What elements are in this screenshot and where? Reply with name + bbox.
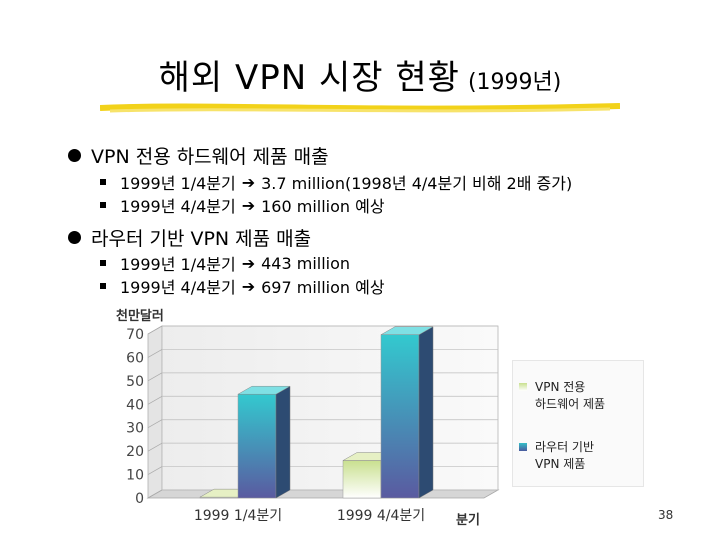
bullet-router-vpn: 라우터 기반 VPN 제품 매출 <box>68 224 311 251</box>
sub-value: 3.7 million(1998년 4/4분기 비해 2배 증가) <box>261 174 573 193</box>
legend-item-router-vpn: 라우터 기반 VPN 제품 <box>519 439 594 473</box>
sub-label: 1999년 1/4분기 <box>120 255 236 274</box>
bar-side <box>275 385 291 499</box>
gridline-side <box>147 442 163 452</box>
bar-top <box>380 326 434 335</box>
gridline-side <box>147 372 163 382</box>
y-tick-label: 10 <box>126 468 144 484</box>
y-tick-label: 60 <box>126 350 144 366</box>
bullet-text: 라우터 기반 VPN 제품 매출 <box>91 228 312 250</box>
page-number: 38 <box>658 508 674 522</box>
bullet-text: VPN 전용 하드웨어 제품 매출 <box>91 146 329 168</box>
legend-swatch <box>519 383 527 391</box>
gridline-side <box>147 349 163 358</box>
y-tick-label: 70 <box>126 327 144 343</box>
chart-back-wall <box>161 325 499 491</box>
bar-router-vpn-1 <box>237 393 277 499</box>
arrow-icon: ➔ <box>241 276 256 296</box>
arrow-icon: ➔ <box>241 172 256 192</box>
sub-bullet-square <box>100 283 106 289</box>
chart-legend: VPN 전용 하드웨어 제품 라우터 기반 VPN 제품 <box>512 360 644 487</box>
legend-label: 라우터 기반 VPN 제품 <box>535 440 595 471</box>
bar-router-vpn-2 <box>380 334 420 499</box>
y-axis-label: 천만달러 <box>116 308 164 324</box>
x-axis-label: 분기 <box>456 513 480 528</box>
sub-item: 1999년 4/4분기 ➔ 697 million 예상 <box>100 274 385 298</box>
gridline-side <box>147 395 163 405</box>
bullet-dot <box>68 231 81 244</box>
sub-bullet-square <box>100 260 106 266</box>
y-tick-label: 0 <box>135 491 144 507</box>
y-tick-label: 50 <box>126 374 144 390</box>
sub-item: 1999년 1/4분기 ➔ 443 million <box>100 251 350 275</box>
gridline-side <box>147 325 163 335</box>
sub-value: 697 million 예상 <box>261 278 385 297</box>
arrow-icon: ➔ <box>241 195 256 215</box>
slide-title: 해외 VPN 시장 현황 (1999년) <box>0 50 720 99</box>
sub-item: 1999년 1/4분기 ➔ 3.7 million(1998년 4/4분기 비해… <box>100 170 572 194</box>
sub-label: 1999년 1/4분기 <box>120 174 236 193</box>
chart-side-wall <box>147 325 163 499</box>
arrow-icon: ➔ <box>241 253 256 273</box>
bullet-dot <box>68 149 81 162</box>
x-tick-label: 1999 4/4분기 <box>337 508 425 524</box>
sub-bullet-square <box>100 202 106 208</box>
title-year: (1999년) <box>467 70 562 95</box>
title-underline <box>100 103 620 113</box>
legend-item-vpn-hardware: VPN 전용 하드웨어 제품 <box>519 379 605 413</box>
sub-value: 160 million 예상 <box>261 197 385 216</box>
sub-label: 1999년 4/4분기 <box>120 278 236 297</box>
bullet-vpn-hardware: VPN 전용 하드웨어 제품 매출 <box>68 142 329 169</box>
x-tick-label: 1999 1/4분기 <box>194 508 282 524</box>
gridline-side <box>147 466 163 475</box>
title-text: 해외 VPN 시장 현황 <box>158 58 460 98</box>
sub-item: 1999년 4/4분기 ➔ 160 million 예상 <box>100 193 385 217</box>
y-tick-label: 20 <box>126 444 144 460</box>
gridline-side <box>147 419 163 429</box>
y-tick-label: 30 <box>126 421 144 437</box>
sub-bullet-square <box>100 179 106 185</box>
bar-chart: 0 10 20 30 40 50 60 70 천만달러 1999 1/4분기 1999 4/4분기 분… <box>116 308 500 528</box>
bar-top <box>237 385 291 395</box>
legend-swatch <box>519 443 527 451</box>
bar-side <box>418 326 434 499</box>
sub-label: 1999년 4/4분기 <box>120 197 236 216</box>
gridline-side <box>147 489 163 499</box>
y-tick-label: 40 <box>126 397 144 413</box>
legend-label: VPN 전용 하드웨어 제품 <box>535 380 606 411</box>
bar-vpn-hardware-2 <box>342 460 382 499</box>
sub-value: 443 million <box>261 253 351 273</box>
